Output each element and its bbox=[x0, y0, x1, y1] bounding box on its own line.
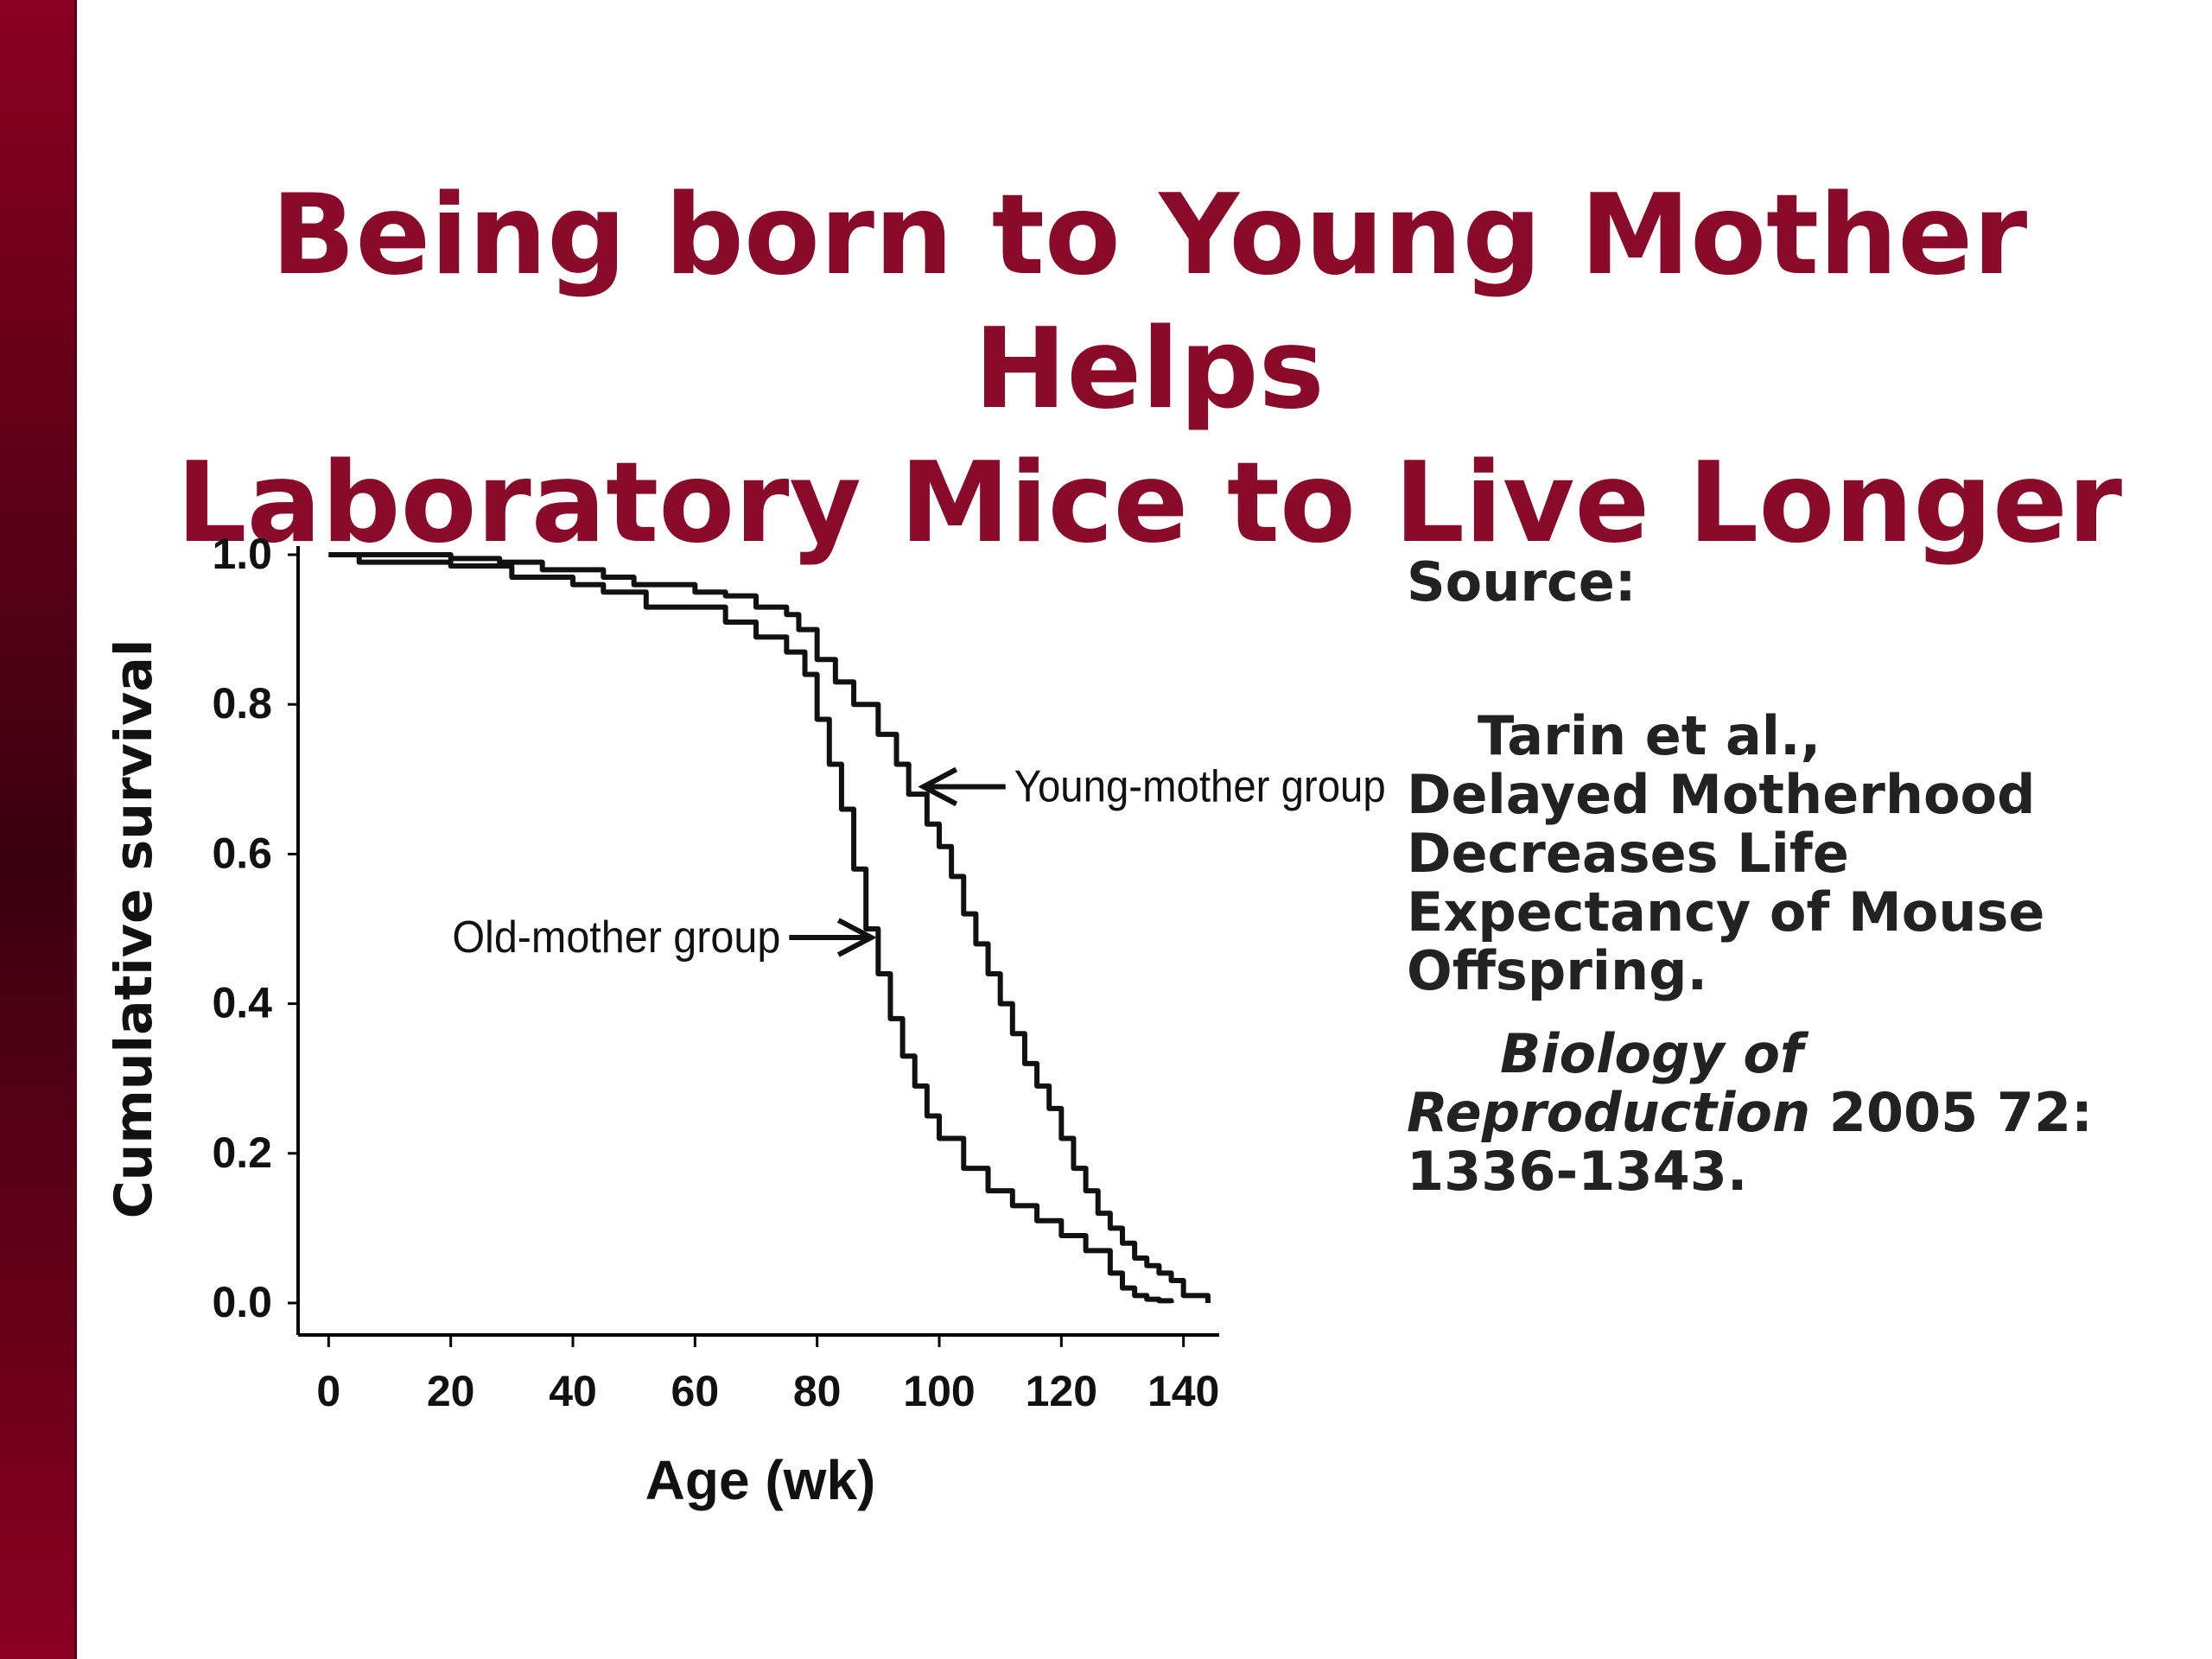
annotations: Young-mother group Old-mother group bbox=[452, 761, 1385, 963]
x-tick-label: 100 bbox=[903, 1367, 975, 1415]
source-citation-tail: 2005 72: 1336-1343. bbox=[1407, 1081, 2093, 1203]
x-tick-label: 60 bbox=[671, 1367, 720, 1415]
x-tick-label: 140 bbox=[1147, 1367, 1219, 1415]
young-mother-line bbox=[328, 552, 1211, 1303]
survival-chart-svg: 0.0 0.2 0.4 0.6 0.8 1.0 0 20 40 60 80 100 120 140 Age … bbox=[112, 530, 1386, 1511]
y-tick-label: 0.4 bbox=[212, 979, 272, 1027]
y-tick-label: 0.8 bbox=[212, 679, 272, 728]
x-tick-label: 20 bbox=[427, 1367, 475, 1415]
young-mother-arrow-head bbox=[918, 766, 958, 807]
young-mother-annotation: Young-mother group bbox=[1014, 761, 1386, 811]
y-tick-label: 0.2 bbox=[212, 1128, 272, 1177]
x-tick-label: 80 bbox=[793, 1367, 842, 1415]
source-heading: Source: bbox=[1407, 550, 1637, 613]
source-article-title: Delayed Motherhood Decreases Life Expect… bbox=[1407, 763, 2045, 1002]
old-mother-annotation: Old-mother group bbox=[452, 912, 780, 963]
y-tick-label: 0.6 bbox=[212, 829, 272, 877]
axes: 0.0 0.2 0.4 0.6 0.8 1.0 0 20 40 60 80 100 120 140 Age … bbox=[112, 530, 1219, 1511]
side-accent-bar bbox=[0, 0, 76, 1659]
x-tick-label: 120 bbox=[1026, 1367, 1097, 1415]
slide-title-line-2: Laboratory Mice to Live Longer bbox=[176, 439, 2122, 568]
old-mother-line bbox=[328, 552, 1174, 1304]
source-authors: Tarin et al., bbox=[1478, 704, 1821, 767]
side-accent-bar-edge bbox=[74, 0, 77, 1659]
x-tick-label: 40 bbox=[549, 1367, 597, 1415]
y-tick-label: 0.0 bbox=[212, 1278, 272, 1326]
old-mother-arrow-head bbox=[836, 918, 877, 957]
x-axis-label: Age (wk) bbox=[645, 1449, 876, 1511]
survival-chart: 0.0 0.2 0.4 0.6 0.8 1.0 0 20 40 60 80 100 120 140 Age … bbox=[112, 510, 1426, 1555]
y-tick-label: 1.0 bbox=[212, 530, 272, 578]
x-tick-label: 0 bbox=[316, 1367, 340, 1415]
slide-title-line-1: Being born to Young Mother Helps bbox=[270, 171, 2028, 434]
source-journal-name-part-1: Biology of bbox=[1500, 1022, 1803, 1085]
slide-title: Being born to Young Mother Helps Laborat… bbox=[121, 168, 2177, 570]
source-citation: Source: Tarin et al., Delayed Motherhood… bbox=[1407, 553, 2150, 1201]
source-journal-line: Biology of Reproduction 2005 72: 1336-134… bbox=[1407, 1025, 2150, 1201]
y-axis-label: Cumulative survival bbox=[112, 639, 164, 1219]
source-journal-name-part-2: Reproduction bbox=[1407, 1081, 1811, 1144]
series-lines bbox=[328, 552, 1211, 1304]
